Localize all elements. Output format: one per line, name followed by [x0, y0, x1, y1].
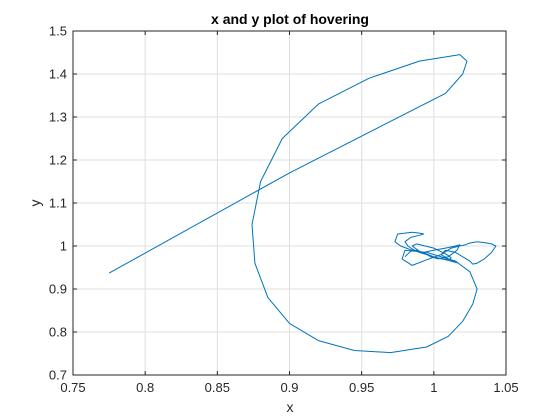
plot-area — [108, 54, 497, 354]
y-tick-label: 1.3 — [49, 110, 67, 125]
y-tick-label: 1.5 — [49, 24, 67, 39]
x-tick-label: 0.8 — [136, 380, 154, 395]
y-tick-label: 0.8 — [49, 325, 67, 340]
y-axis-label: y — [27, 200, 43, 207]
grid-lines — [72, 30, 507, 376]
y-tick-label: 1.2 — [49, 153, 67, 168]
x-axis-ticks: 0.75 0.8 0.85 0.9 0.95 1 1.05 — [60, 31, 519, 395]
chart-title: x and y plot of hovering — [211, 11, 369, 27]
series-line — [108, 54, 497, 354]
x-tick-label: 0.9 — [280, 380, 298, 395]
y-tick-label: 0.9 — [49, 282, 67, 297]
x-tick-label: 1.05 — [493, 380, 518, 395]
y-tick-label: 1 — [60, 239, 67, 254]
x-tick-label: 1 — [430, 380, 437, 395]
y-tick-label: 1.4 — [49, 67, 67, 82]
x-tick-label: 0.95 — [349, 380, 374, 395]
y-axis-ticks: 0.7 0.8 0.9 1 1.1 1.2 1.3 1.4 1.5 — [49, 24, 506, 383]
y-tick-label: 0.7 — [49, 368, 67, 383]
x-axis-label: x — [287, 399, 294, 415]
x-tick-label: 0.85 — [205, 380, 230, 395]
x-tick-label: 0.75 — [60, 380, 85, 395]
y-tick-label: 1.1 — [49, 196, 67, 211]
